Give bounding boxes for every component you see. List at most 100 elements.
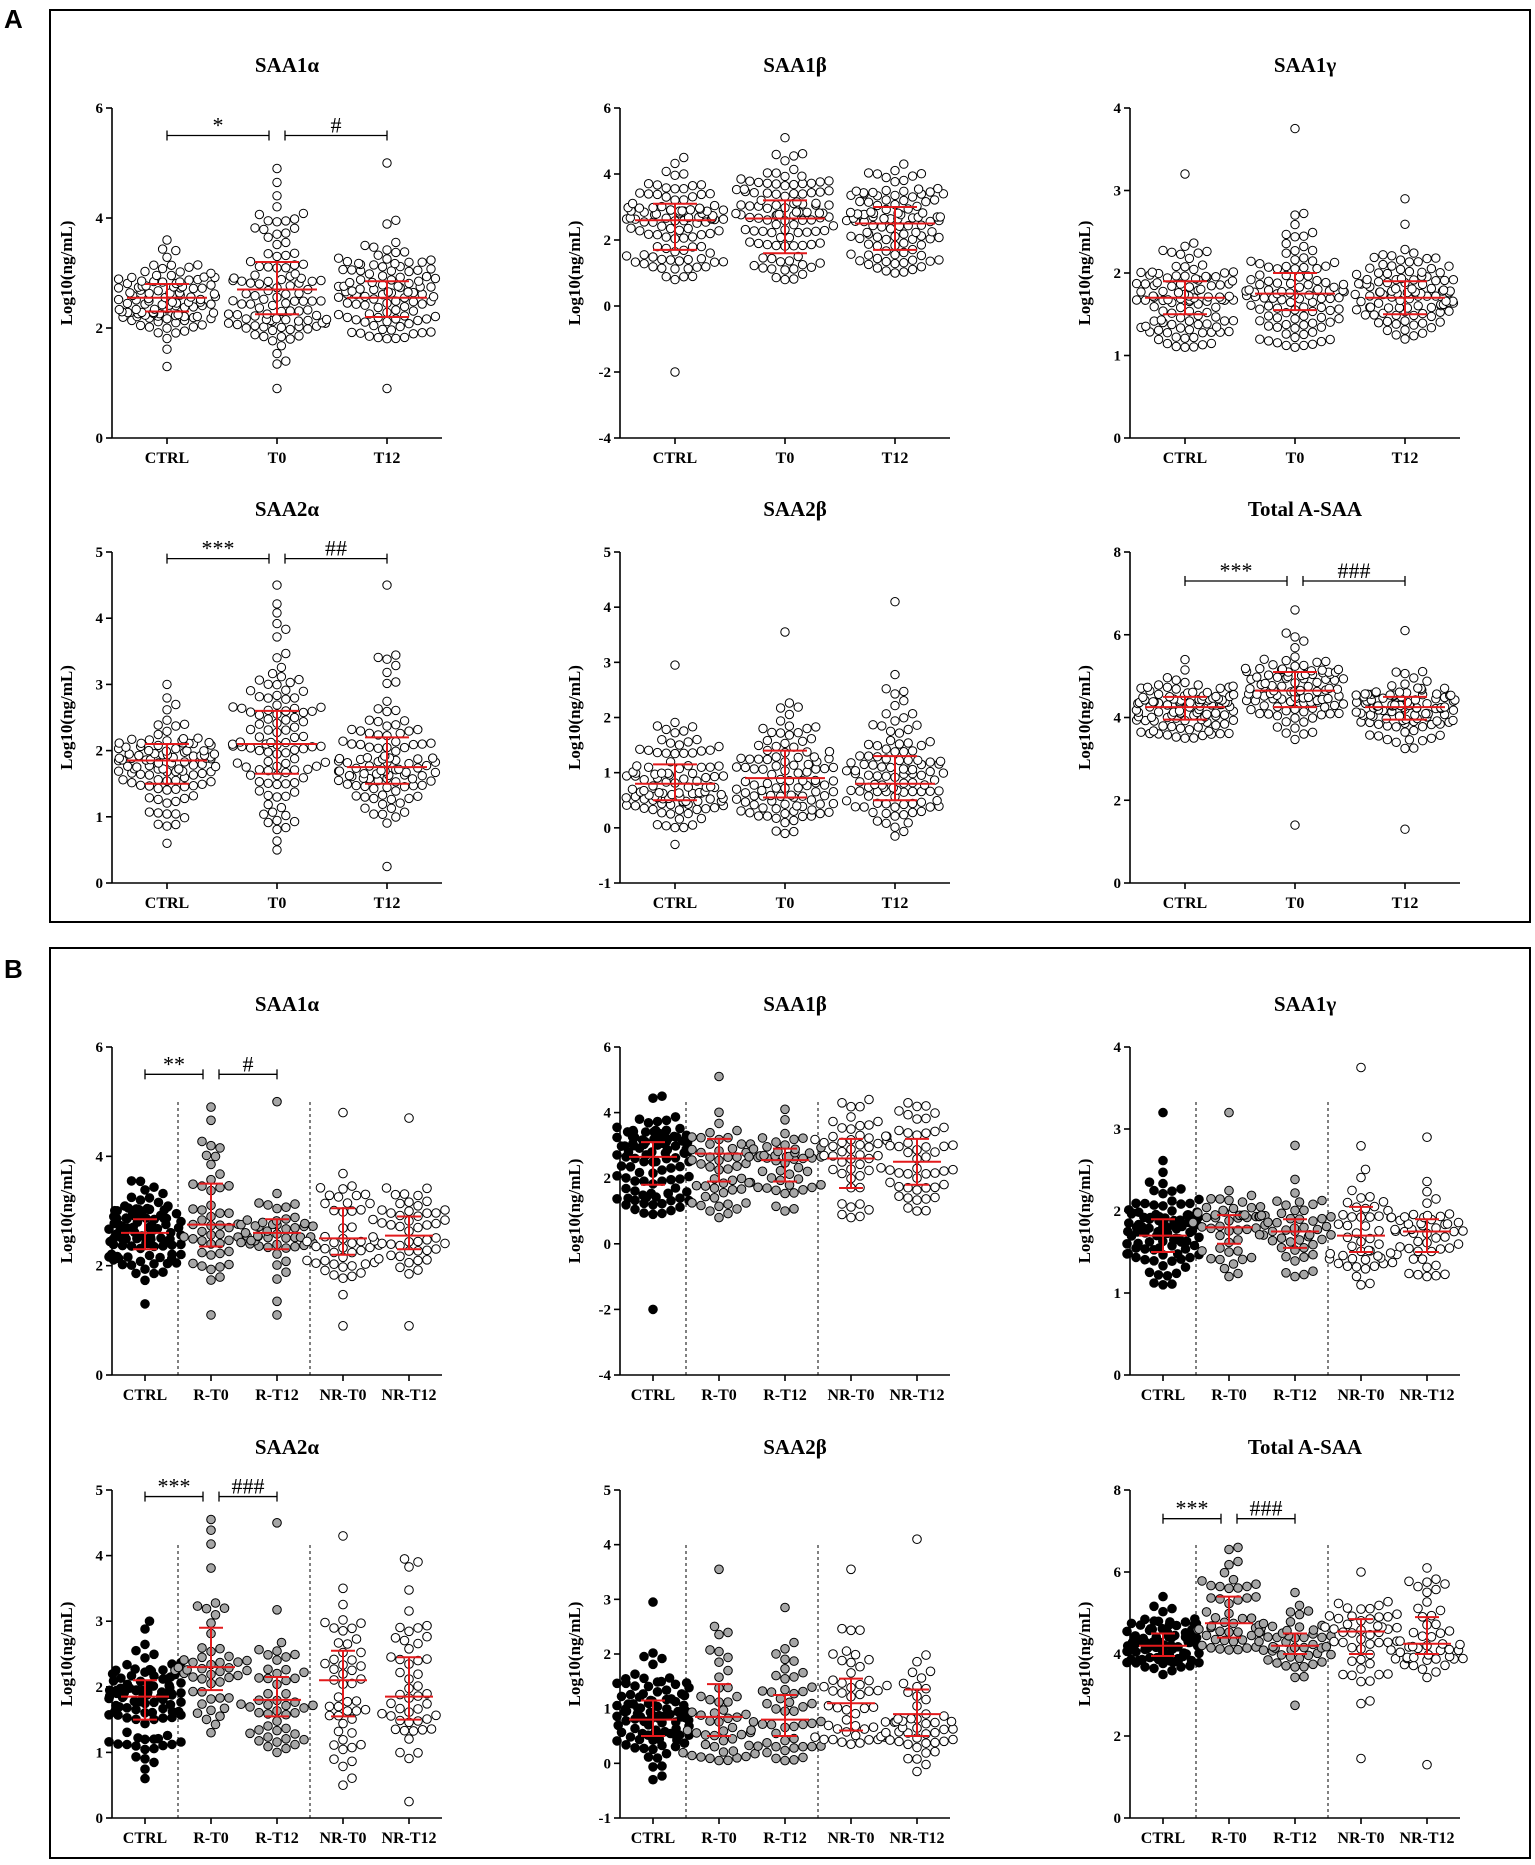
chart-5-point — [763, 736, 771, 744]
chart-11-point — [665, 1674, 674, 1683]
chart-6-point — [1313, 658, 1321, 666]
chart-2-point — [935, 233, 943, 241]
chart-3-point — [1291, 343, 1299, 351]
chart-4-point — [363, 754, 371, 762]
chart-1-point — [370, 295, 378, 303]
chart-6-point — [1168, 722, 1176, 730]
chart-8-point — [877, 1164, 886, 1173]
chart-4-point — [392, 778, 400, 786]
chart-3-point — [1379, 251, 1387, 259]
chart-8-point — [799, 1134, 808, 1143]
chart-5-point — [759, 804, 767, 812]
chart-11-point — [629, 1700, 638, 1709]
chart-10-point — [132, 1705, 141, 1714]
chart-7-point — [273, 1204, 282, 1213]
chart-1-point — [343, 313, 351, 321]
chart-11-point — [626, 1690, 635, 1699]
chart-11-point — [785, 1698, 794, 1707]
chart-7-point — [405, 1258, 414, 1267]
chart-9-point — [1124, 1227, 1133, 1236]
chart-3-point — [1410, 249, 1418, 257]
chart-8-point — [658, 1209, 667, 1218]
chart-9-point — [1247, 1203, 1256, 1212]
chart-9-title: SAA1γ — [1274, 992, 1337, 1016]
chart-5-point — [675, 789, 683, 797]
chart-7-point — [159, 1268, 168, 1277]
chart-5-point — [746, 755, 754, 763]
chart-6-point — [1291, 724, 1299, 732]
chart-2-point — [671, 159, 679, 167]
chart-10-point — [330, 1624, 339, 1633]
chart-11-point — [706, 1695, 715, 1704]
chart-1-point — [282, 217, 290, 225]
chart-11-point — [724, 1653, 733, 1662]
chart-10-ylabel: Log10(ng/mL) — [57, 1602, 76, 1707]
chart-1-point — [282, 251, 290, 259]
chart-8-point — [671, 1184, 680, 1193]
chart-4-point — [246, 708, 254, 716]
chart-12-point — [1300, 1663, 1309, 1672]
chart-3-point — [1220, 317, 1228, 325]
chart-1-point — [246, 279, 254, 287]
chart-12-title: Total A-SAA — [1248, 1435, 1363, 1459]
chart-2-point — [917, 241, 925, 249]
chart-6-point — [1333, 685, 1341, 693]
chart-8-point — [865, 1166, 874, 1175]
chart-3-point — [1322, 278, 1330, 286]
chart-9-point — [1318, 1214, 1327, 1223]
chart-10-xtick-label: R-T12 — [255, 1830, 299, 1847]
chart-1-point — [405, 267, 413, 275]
chart-1-point — [141, 267, 149, 275]
chart-5-point — [653, 722, 661, 730]
chart-4-point — [299, 745, 307, 753]
chart-4-point — [264, 748, 272, 756]
chart-3-point — [1374, 278, 1382, 286]
chart-6-point — [1282, 656, 1290, 664]
chart-2-point — [746, 238, 754, 246]
chart-2-point — [914, 185, 922, 193]
chart-3-point — [1300, 254, 1308, 262]
chart-11-point — [882, 1728, 891, 1737]
chart-8-point — [856, 1102, 865, 1111]
chart-7-point — [198, 1262, 207, 1271]
chart-5-point — [688, 821, 696, 829]
chart-10-point — [387, 1653, 396, 1662]
chart-10-point — [189, 1673, 198, 1682]
chart-11-point — [824, 1721, 833, 1730]
chart-4-point — [267, 738, 275, 746]
chart-8-point — [685, 1172, 694, 1181]
chart-5-point — [899, 765, 907, 773]
chart-1-point — [246, 300, 254, 308]
chart-12-point — [1396, 1648, 1405, 1657]
chart-8-xtick-label: R-T12 — [763, 1387, 807, 1404]
chart-3-point — [1181, 170, 1189, 178]
chart-11-point — [851, 1731, 860, 1740]
chart-3-point — [1212, 323, 1220, 331]
chart-1-point — [361, 318, 369, 326]
chart-8-point — [613, 1172, 622, 1181]
chart-12: Total A-SAALog10(ng/mL)02468CTRL R-T0 R-T1… — [1075, 1435, 1467, 1847]
chart-5-point — [772, 805, 780, 813]
chart-8-point — [641, 1128, 650, 1137]
chart-11-point — [833, 1725, 842, 1734]
chart-11-point — [613, 1701, 622, 1710]
chart-10-point — [264, 1742, 273, 1751]
chart-2-point — [768, 228, 776, 236]
chart-7-point — [273, 1097, 282, 1106]
chart-10-point — [264, 1665, 273, 1674]
chart-7-point — [207, 1265, 216, 1274]
chart-6-point — [1374, 702, 1382, 710]
chart-3-point — [1229, 268, 1237, 276]
chart-4-point — [299, 732, 307, 740]
chart-2-point — [781, 134, 789, 142]
chart-1-point — [343, 299, 351, 307]
chart-4-point — [383, 862, 391, 870]
chart-4-point — [378, 800, 386, 808]
chart-4-point — [264, 757, 272, 765]
chart-12-point — [1207, 1594, 1216, 1603]
chart-7-point — [312, 1259, 321, 1268]
chart-4-point — [365, 716, 373, 724]
chart-5-point — [882, 772, 890, 780]
chart-7-point — [339, 1322, 348, 1331]
chart-10-point — [207, 1706, 216, 1715]
